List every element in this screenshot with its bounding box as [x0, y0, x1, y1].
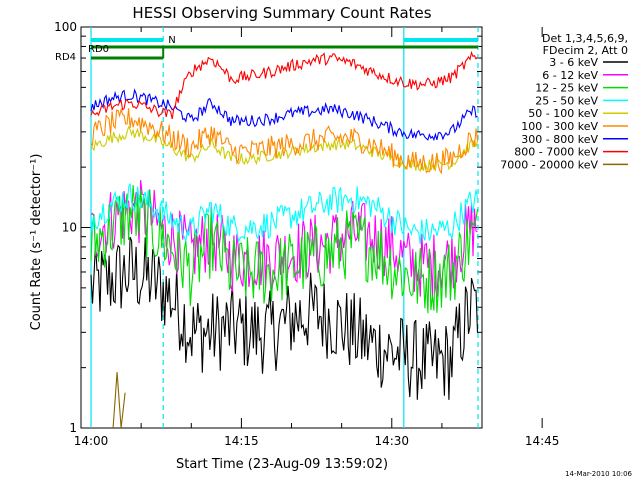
legend-header-line2: FDecim 2, Att 0 [543, 44, 628, 57]
rd0-flag-label: RD0 [88, 44, 109, 55]
legend-label-4: 25 - 50 keV [535, 94, 598, 107]
x-tick-label: 14:30 [374, 434, 409, 448]
series-line-5 [90, 125, 479, 173]
y-tick-label: 10 [62, 221, 77, 235]
legend-header-line1: Det 1,3,4,5,6,9, [542, 32, 628, 45]
legend-label-9: 7000 - 20000 keV [500, 158, 598, 171]
rd4-flag-label: RD4 [55, 52, 76, 63]
series-line-6 [90, 107, 479, 175]
y-tick-label: 100 [54, 20, 77, 34]
series-line-4 [90, 183, 479, 245]
legend-label-7: 300 - 800 keV [521, 133, 598, 146]
legend-label-6: 100 - 300 keV [521, 120, 598, 133]
x-tick-label: 14:00 [74, 434, 109, 448]
x-tick-label: 14:15 [224, 434, 259, 448]
footer-date: 14-Mar-2010 10:06 [565, 470, 632, 478]
legend-label-3: 12 - 25 keV [535, 82, 598, 95]
series-line-9 [112, 372, 126, 429]
chart-title: HESSI Observing Summary Count Rates [132, 4, 431, 22]
y-tick-label: 1 [69, 421, 77, 435]
x-axis-label: Start Time (23-Aug-09 13:59:02) [176, 457, 388, 472]
series-line-2 [90, 180, 478, 297]
series-line-8 [90, 50, 478, 120]
night-flag-label: N [168, 35, 175, 46]
y-axis-label: Count Rate (s⁻¹ detector⁻¹) [29, 154, 44, 331]
legend-label-2: 6 - 12 keV [542, 69, 598, 82]
series-line-3 [90, 184, 479, 314]
x-tick-label: 14:45 [525, 434, 560, 448]
legend-label-5: 50 - 100 keV [528, 107, 598, 120]
legend-label-1: 3 - 6 keV [549, 56, 598, 69]
legend-label-8: 800 - 7000 keV [514, 146, 598, 159]
series-line-7 [90, 88, 478, 142]
series-line-1 [90, 236, 479, 400]
